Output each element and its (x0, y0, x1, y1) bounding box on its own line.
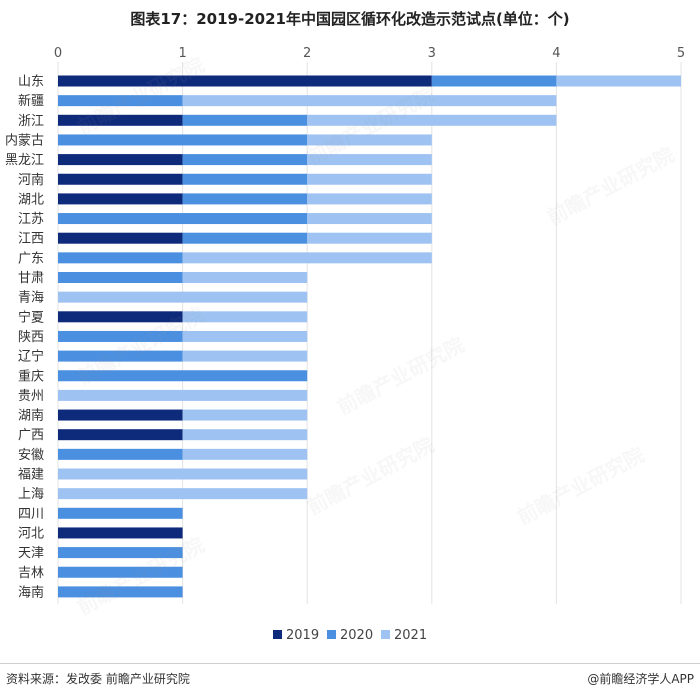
brand-text: @前瞻经济学人APP (587, 672, 694, 686)
bar-segment-2020 (58, 252, 183, 264)
bar-segment-2020 (58, 272, 183, 283)
bar-segment-2021 (307, 213, 432, 225)
y-category-label: 安徽 (18, 448, 44, 463)
y-category-label: 山东 (18, 75, 44, 90)
y-category-label: 海南 (18, 584, 44, 600)
bar-segment-2021 (307, 154, 432, 166)
x-tick-label: 4 (552, 46, 560, 61)
brand-credit: @前瞻经济学人APP (587, 670, 694, 687)
y-category-label: 陕西 (18, 330, 44, 345)
bar-segment-2021 (307, 134, 432, 146)
y-category-label: 天津 (18, 546, 44, 561)
x-tick-label: 0 (54, 46, 62, 61)
bar-segment-2021 (307, 114, 557, 126)
bar-segment-2021 (182, 448, 308, 460)
chart-title: 图表17：2019-2021年中国园区循环化改造示范试点(单位：个) (130, 10, 570, 28)
y-category-label: 四川 (18, 507, 44, 522)
bar-segment-2021 (307, 173, 432, 185)
bar-segment-2019 (58, 409, 183, 421)
x-tick-label: 1 (178, 46, 186, 61)
y-category-label: 湖南 (18, 408, 44, 424)
y-category-label: 河北 (18, 526, 44, 541)
bar-segment-2020 (182, 193, 308, 205)
y-category-label: 黑龙江 (5, 153, 44, 168)
bar-segment-2019 (58, 429, 183, 441)
bar-segment-2021 (307, 193, 432, 205)
y-category-label: 青海 (18, 291, 44, 306)
y-category-label: 河南 (18, 172, 44, 188)
bar-segment-2021 (182, 95, 557, 107)
y-category-label: 浙江 (18, 114, 44, 129)
y-category-label: 江苏 (18, 211, 44, 227)
bar-segment-2021 (182, 409, 308, 421)
y-category-label: 贵州 (18, 389, 44, 404)
bar-segment-2021 (182, 311, 308, 323)
footer-divider (0, 663, 700, 664)
bar-segment-2020 (182, 173, 308, 185)
bar-segment-2021 (182, 252, 432, 264)
y-category-label: 宁夏 (18, 309, 44, 325)
bar-segment-2019 (58, 154, 183, 166)
x-tick-label: 2 (303, 46, 311, 61)
bar-segment-2021 (182, 272, 308, 283)
source-note: 资料来源：发改委 前瞻产业研究院 (6, 672, 190, 686)
bar-segment-2019 (58, 114, 183, 126)
bar-segment-2021 (182, 350, 308, 362)
bar-segment-2019 (58, 232, 183, 244)
bar-segment-2020 (58, 213, 308, 225)
y-category-label: 江西 (18, 232, 44, 247)
bar-segment-2020 (58, 586, 183, 598)
bar-segment-2020 (58, 95, 183, 107)
y-category-label: 广东 (18, 251, 44, 266)
x-tick-label: 3 (428, 46, 436, 61)
y-category-label: 吉林 (18, 566, 44, 581)
bar-segment-2020 (58, 507, 183, 519)
bar-segment-2020 (182, 154, 308, 166)
bar-segment-2020 (58, 330, 183, 342)
bar-segment-2020 (58, 134, 308, 146)
legend-swatch-2019 (273, 630, 282, 639)
legend-label: 2021 (394, 628, 427, 643)
y-category-label: 福建 (18, 468, 44, 483)
y-category-label: 内蒙古 (5, 132, 44, 148)
legend-label: 2019 (286, 628, 319, 643)
x-tick-label: 5 (677, 46, 685, 61)
bar-segment-2021 (182, 330, 308, 342)
bar-segment-2019 (58, 193, 183, 205)
bar-segment-2021 (58, 389, 308, 401)
legend-swatch-2021 (381, 630, 390, 639)
bar-segment-2020 (58, 350, 183, 362)
bar-segment-2020 (431, 75, 557, 87)
bar-segment-2020 (182, 232, 308, 244)
bar-segment-2019 (58, 75, 432, 87)
y-category-label: 重庆 (18, 368, 44, 384)
y-category-label: 湖北 (18, 192, 44, 207)
bar-segment-2020 (58, 566, 183, 578)
bar-segment-2021 (556, 75, 681, 87)
bar-segment-2020 (58, 370, 308, 382)
legend-swatch-2020 (327, 630, 336, 639)
bar-segment-2021 (58, 291, 308, 303)
bar-segment-2020 (182, 114, 308, 126)
bar-segment-2020 (58, 547, 183, 559)
bar-segment-2019 (58, 173, 183, 185)
bar-segment-2021 (307, 232, 432, 244)
bar-segment-2020 (58, 448, 183, 460)
y-category-label: 新疆 (18, 93, 44, 109)
y-category-label: 上海 (18, 487, 44, 502)
bar-segment-2021 (182, 429, 308, 441)
y-category-label: 辽宁 (18, 349, 44, 365)
legend-label: 2020 (340, 628, 373, 643)
y-category-label: 广西 (18, 428, 44, 443)
bar-segment-2021 (58, 468, 308, 480)
bar-segment-2019 (58, 527, 183, 539)
bar-segment-2021 (58, 488, 308, 500)
bar-segment-2019 (58, 311, 183, 323)
y-category-label: 甘肃 (18, 271, 44, 286)
